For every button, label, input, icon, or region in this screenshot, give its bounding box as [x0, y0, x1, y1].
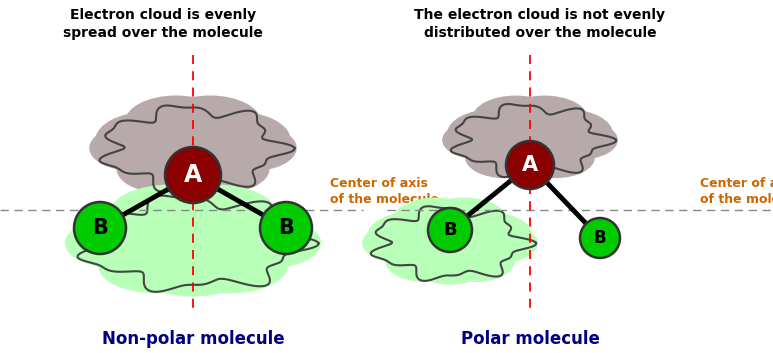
- Ellipse shape: [125, 95, 227, 149]
- Ellipse shape: [65, 217, 174, 269]
- Ellipse shape: [95, 112, 206, 169]
- Ellipse shape: [519, 109, 613, 158]
- Circle shape: [506, 141, 554, 189]
- Ellipse shape: [448, 109, 541, 158]
- Ellipse shape: [90, 125, 178, 171]
- Text: Center of axis
of the molecule: Center of axis of the molecule: [700, 177, 773, 206]
- Circle shape: [580, 218, 620, 258]
- Ellipse shape: [385, 240, 465, 282]
- Ellipse shape: [421, 198, 508, 244]
- Text: B: B: [92, 218, 108, 238]
- Ellipse shape: [494, 143, 566, 181]
- Ellipse shape: [141, 247, 246, 297]
- Ellipse shape: [436, 240, 515, 282]
- Ellipse shape: [159, 95, 261, 149]
- Ellipse shape: [88, 194, 298, 292]
- Ellipse shape: [177, 202, 314, 267]
- Text: B: B: [594, 229, 606, 247]
- Ellipse shape: [442, 121, 517, 160]
- Ellipse shape: [458, 103, 602, 178]
- Ellipse shape: [180, 112, 291, 169]
- Ellipse shape: [108, 104, 278, 192]
- Ellipse shape: [516, 137, 594, 178]
- Ellipse shape: [109, 184, 235, 244]
- Ellipse shape: [439, 211, 533, 261]
- Text: A: A: [522, 155, 538, 175]
- Ellipse shape: [208, 125, 297, 171]
- Ellipse shape: [176, 144, 270, 193]
- Text: Electron cloud is evenly
spread over the molecule: Electron cloud is evenly spread over the…: [63, 8, 263, 40]
- Ellipse shape: [378, 205, 522, 281]
- Ellipse shape: [414, 246, 486, 285]
- Ellipse shape: [117, 144, 210, 193]
- Ellipse shape: [72, 202, 209, 267]
- Ellipse shape: [151, 152, 236, 196]
- Circle shape: [260, 202, 312, 254]
- Circle shape: [428, 208, 472, 252]
- Ellipse shape: [363, 223, 437, 263]
- Text: Polar molecule: Polar molecule: [461, 330, 599, 348]
- Circle shape: [165, 147, 221, 203]
- Text: Non-polar molecule: Non-polar molecule: [102, 330, 284, 348]
- Text: The electron cloud is not evenly
distributed over the molecule: The electron cloud is not evenly distrib…: [414, 8, 666, 40]
- Ellipse shape: [98, 239, 214, 293]
- Ellipse shape: [501, 96, 587, 140]
- Ellipse shape: [151, 184, 277, 244]
- Circle shape: [74, 202, 126, 254]
- Ellipse shape: [212, 217, 321, 269]
- Text: B: B: [443, 221, 457, 239]
- Ellipse shape: [465, 137, 544, 178]
- Text: Center of axis
of the molecule: Center of axis of the molecule: [330, 177, 439, 206]
- Ellipse shape: [463, 223, 538, 263]
- Ellipse shape: [472, 96, 559, 140]
- Ellipse shape: [172, 239, 288, 293]
- Ellipse shape: [367, 211, 461, 261]
- Ellipse shape: [393, 198, 478, 244]
- Text: A: A: [184, 163, 202, 187]
- Text: B: B: [278, 218, 294, 238]
- Ellipse shape: [543, 121, 618, 160]
